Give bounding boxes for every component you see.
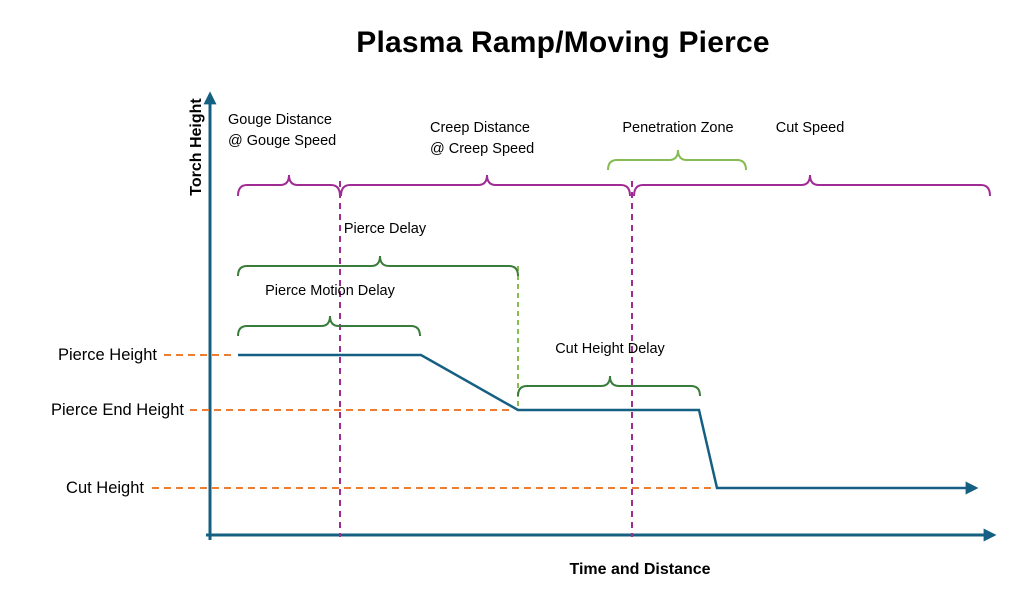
speed-zone-braces — [237, 174, 991, 197]
penetration-zone-label: Penetration Zone — [622, 120, 734, 136]
x-axis-label: Time and Distance — [569, 561, 711, 578]
torch-height-curve — [238, 353, 979, 495]
gouge-brace — [237, 174, 341, 197]
cut-speed-brace — [633, 174, 991, 197]
gouge-distance-line2: @ Gouge Speed — [228, 133, 337, 149]
pierce-delay-brace — [237, 255, 519, 277]
creep-brace — [340, 174, 631, 197]
penetration-zone-brace — [607, 149, 747, 171]
cut-height-label: Cut Height — [66, 479, 144, 497]
creep-distance-label: Creep Distance @ Creep Speed — [430, 118, 534, 160]
page-title: Plasma Ramp/Moving Pierce — [356, 26, 770, 59]
gouge-distance-line1: Gouge Distance — [228, 112, 332, 128]
pierce-delay-label: Pierce Delay — [343, 221, 427, 237]
cut-speed-label: Cut Speed — [775, 120, 845, 136]
pierce-motion-delay-brace — [237, 315, 421, 337]
cut-height-delay-brace — [517, 375, 701, 397]
axis-lines — [203, 91, 997, 542]
creep-distance-line2: @ Creep Speed — [430, 141, 535, 157]
gouge-distance-label: Gouge Distance @ Gouge Speed — [228, 110, 336, 152]
pierce-height-label: Pierce Height — [57, 346, 157, 364]
pierce-motion-delay-label: Pierce Motion Delay — [265, 283, 395, 299]
delay-braces — [237, 255, 701, 397]
y-axis-label: Torch Height — [188, 98, 205, 196]
pierce-end-height-label: Pierce End Height — [51, 401, 184, 419]
zone-divider-dashes — [339, 181, 633, 537]
level-reference-dashes — [152, 354, 713, 489]
creep-distance-line1: Creep Distance — [430, 120, 530, 136]
cut-height-delay-label: Cut Height Delay — [555, 341, 665, 357]
